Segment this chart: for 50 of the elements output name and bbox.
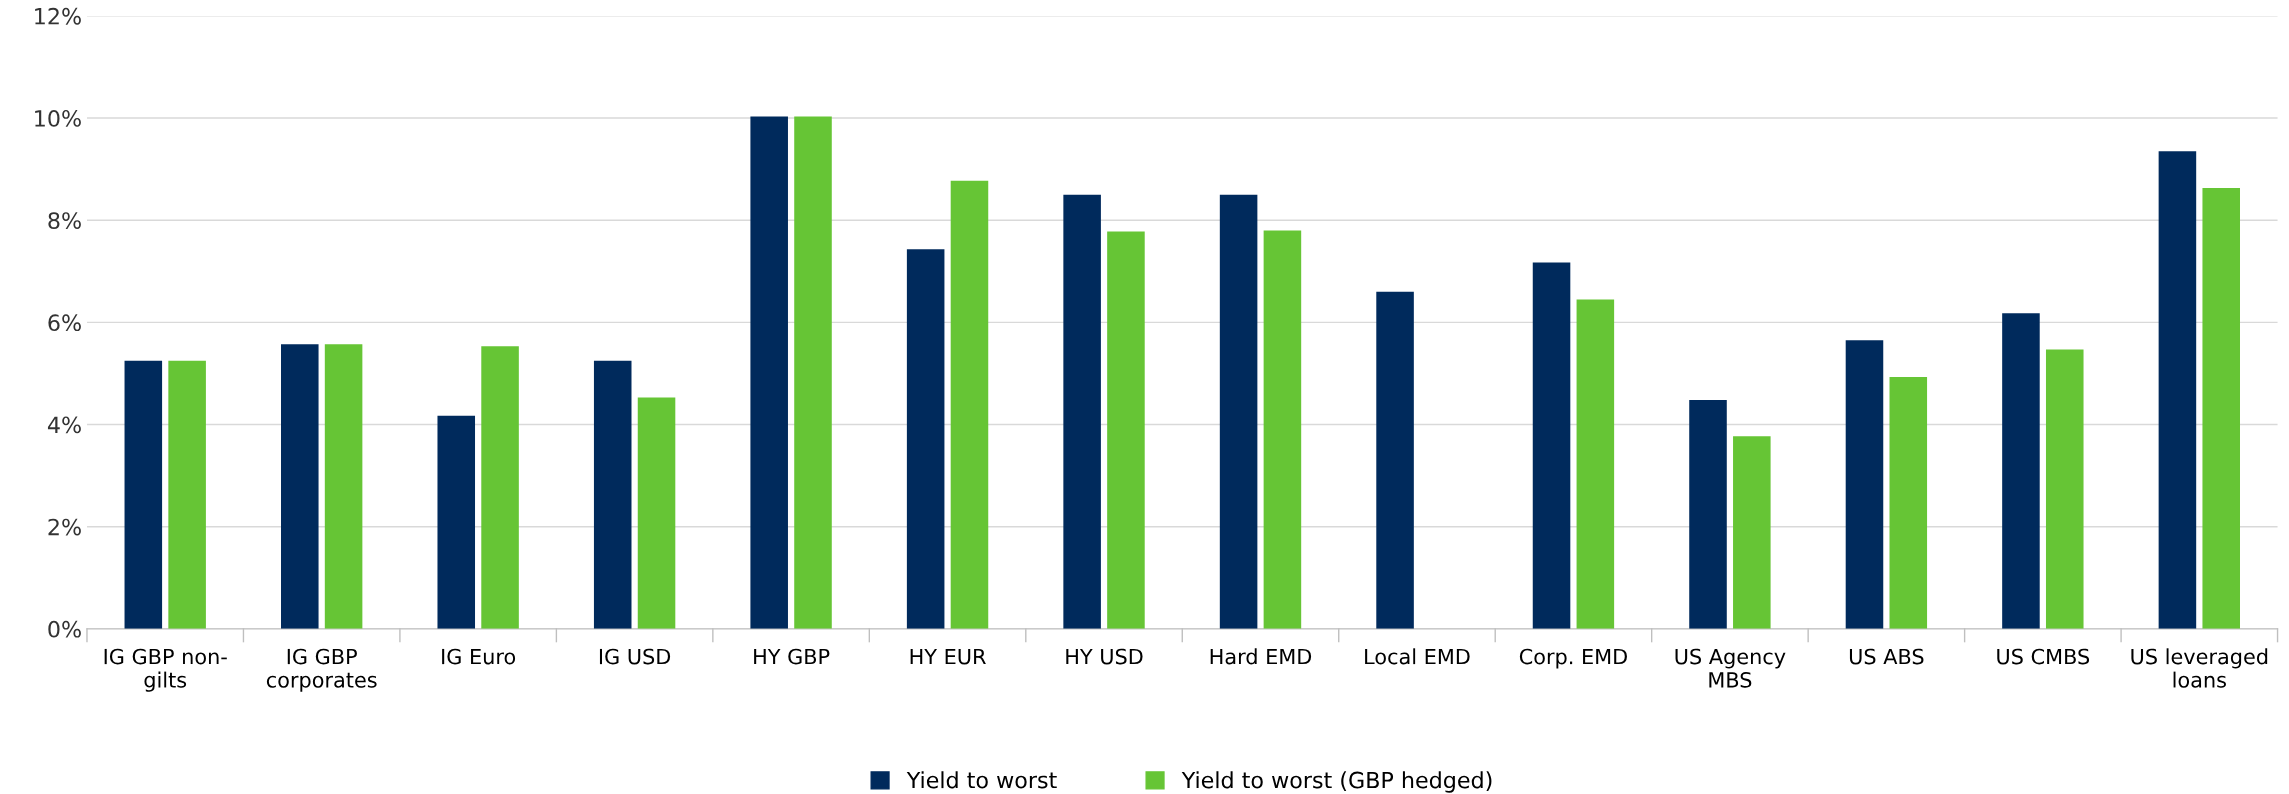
x-tick-label: US Agency MBS	[1675, 648, 1786, 688]
bar	[794, 116, 832, 629]
y-tick-label: 10%	[35, 109, 81, 127]
bar	[1576, 299, 1615, 629]
x-tick-label: HY EUR	[910, 648, 986, 665]
x-tick-label: IG GBP corporates	[266, 648, 377, 692]
bar	[168, 360, 206, 629]
bar	[950, 180, 989, 629]
bar	[1845, 340, 1884, 629]
y-tick-label: 12%	[35, 7, 81, 25]
bar	[2158, 151, 2197, 629]
bar	[1263, 230, 1302, 629]
bar	[906, 249, 945, 629]
x-tick-label: IG Euro	[442, 648, 516, 665]
y-tick-label: 2%	[48, 518, 81, 536]
y-tick-label: 4%	[47, 416, 81, 434]
bar	[481, 346, 519, 629]
bar	[1889, 377, 1928, 629]
x-tick-label: IG GBP non- gilts	[104, 648, 227, 692]
x-tick-label: IG USD	[599, 648, 671, 665]
x-tick-label: US leveraged loans	[2131, 648, 2268, 688]
bar	[437, 415, 476, 629]
y-tick-label: 0%	[48, 620, 81, 638]
bar	[324, 344, 363, 629]
bar	[1376, 291, 1414, 629]
bar	[593, 360, 632, 629]
y-tick-label: 6%	[48, 314, 81, 332]
bar	[2002, 313, 2040, 629]
bar	[1733, 436, 1771, 629]
x-tick-label: Local EMD	[1365, 648, 1470, 665]
bar	[1532, 262, 1571, 629]
legend-label: Yield to worst (GBP hedged)	[1181, 771, 1492, 793]
x-tick-label: HY USD	[1066, 648, 1143, 665]
bar	[2045, 349, 2084, 629]
legend-label: Yield to worst	[906, 771, 1057, 789]
bar	[1689, 400, 1727, 629]
bar	[281, 344, 319, 629]
x-tick-label: Corp. EMD	[1519, 648, 1627, 669]
bar	[637, 397, 676, 629]
bar	[124, 360, 163, 629]
bar	[1063, 194, 1101, 629]
x-tick-label: US ABS	[1849, 648, 1924, 665]
y-tick-label: 8%	[48, 212, 81, 229]
x-tick-label: Hard EMD	[1210, 648, 1312, 665]
bar	[1219, 194, 1258, 629]
bar	[2202, 188, 2240, 629]
bar	[1107, 231, 1145, 629]
bar	[750, 116, 788, 629]
x-tick-label: HY GBP	[754, 648, 830, 665]
x-tick-label: US CMBS	[1997, 648, 2090, 665]
